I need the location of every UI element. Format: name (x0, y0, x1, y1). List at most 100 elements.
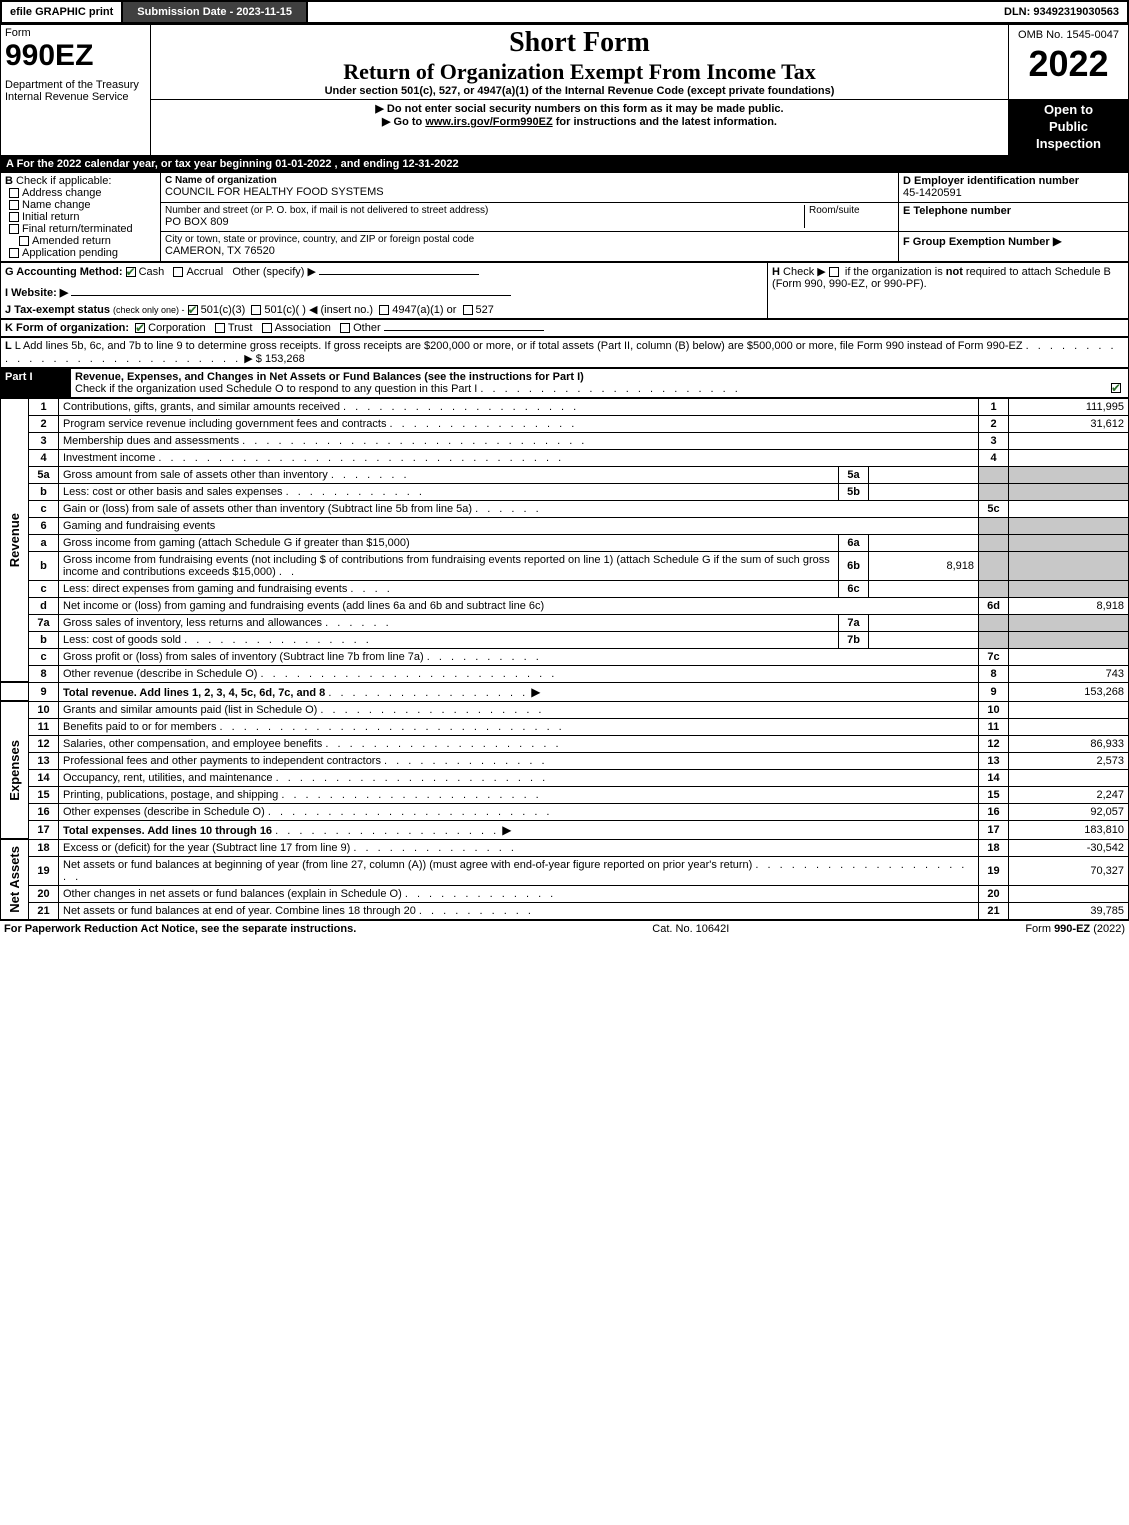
open-line3: Inspection (1013, 136, 1124, 153)
corporation-label: Corporation (148, 322, 205, 334)
line-6-desc: Gaming and fundraising events (59, 517, 979, 534)
line-7c-ln: 7c (979, 648, 1009, 665)
name-change-checkbox[interactable] (9, 200, 19, 210)
line-14-amt (1009, 769, 1129, 786)
line-21-num: 21 (29, 902, 59, 919)
section-k: K Form of organization: Corporation Trus… (0, 319, 1129, 337)
line-8-num: 8 (29, 665, 59, 682)
line-5b-desc: Less: cost or other basis and sales expe… (63, 486, 283, 498)
sec-j-label: J Tax-exempt status (5, 304, 110, 316)
section-a: A For the 2022 calendar year, or tax yea… (0, 156, 1129, 172)
form-header-table: Form 990EZ Department of the Treasury In… (0, 24, 1129, 156)
527-checkbox[interactable] (463, 305, 473, 315)
address-change-checkbox[interactable] (9, 188, 19, 198)
sec-c-label: C Name of organization (165, 175, 894, 186)
sec-l-text: L Add lines 5b, 6c, and 7b to line 9 to … (15, 340, 1023, 352)
line-15-desc: Printing, publications, postage, and shi… (63, 789, 278, 801)
accrual-checkbox[interactable] (173, 267, 183, 277)
website-input[interactable] (71, 295, 511, 296)
line-21-desc: Net assets or fund balances at end of ye… (63, 905, 416, 917)
line-7a-amt-gray (1009, 614, 1129, 631)
line-6a-amt-gray (1009, 534, 1129, 551)
line-11-desc: Benefits paid to or for members (63, 721, 216, 733)
line-15-ln: 15 (979, 786, 1009, 803)
application-pending-checkbox[interactable] (9, 248, 19, 258)
initial-return-checkbox[interactable] (9, 212, 19, 222)
line-6c-num: c (29, 580, 59, 597)
open-line2: Public (1013, 119, 1124, 136)
association-checkbox[interactable] (262, 323, 272, 333)
trust-label: Trust (228, 322, 253, 334)
501c-checkbox[interactable] (251, 305, 261, 315)
line-5b-subval (869, 483, 979, 500)
line-6c-desc: Less: direct expenses from gaming and fu… (63, 583, 347, 595)
footer-left: For Paperwork Reduction Act Notice, see … (4, 923, 356, 935)
sec-g-label: G Accounting Method: (5, 266, 123, 278)
line-7c-num: c (29, 648, 59, 665)
netassets-group-label: Net Assets (5, 842, 24, 917)
other-org-checkbox[interactable] (340, 323, 350, 333)
line-6-num: 6 (29, 517, 59, 534)
line-14-desc: Occupancy, rent, utilities, and maintena… (63, 772, 273, 784)
other-method-input[interactable] (319, 274, 479, 275)
irs-link[interactable]: www.irs.gov/Form990EZ (425, 116, 552, 128)
sched-b-checkbox[interactable] (829, 267, 839, 277)
final-return-checkbox[interactable] (9, 224, 19, 234)
line-1-ln: 1 (979, 398, 1009, 415)
line-4-num: 4 (29, 449, 59, 466)
line-8-ln: 8 (979, 665, 1009, 682)
city-label: City or town, state or province, country… (165, 234, 894, 245)
line-13-num: 13 (29, 752, 59, 769)
part-i-checkline: Check if the organization used Schedule … (75, 383, 477, 395)
501c-label: 501(c)( ) ◀ (insert no.) (264, 304, 373, 316)
top-bar: efile GRAPHIC print Submission Date - 20… (0, 0, 1129, 24)
line-5c-desc: Gain or (loss) from sale of assets other… (63, 503, 472, 515)
527-label: 527 (476, 304, 494, 316)
line-14-num: 14 (29, 769, 59, 786)
line-15-num: 15 (29, 786, 59, 803)
amended-return-checkbox[interactable] (19, 236, 29, 246)
part-i-title: Revenue, Expenses, and Changes in Net As… (75, 371, 584, 383)
no-ssn-line: ▶ Do not enter social security numbers o… (155, 102, 1004, 115)
sec-h-text: Check ▶ if the organization is not requi… (772, 266, 1111, 290)
line-19-amt: 70,327 (1009, 856, 1129, 885)
dln-label: DLN: 93492319030563 (996, 2, 1127, 22)
line-5b-amt-gray (1009, 483, 1129, 500)
name-change-label: Name change (22, 199, 91, 211)
line-5a-sub: 5a (839, 466, 869, 483)
line-17-num: 17 (29, 820, 59, 839)
sec-k-label: K Form of organization: (5, 322, 129, 334)
schedule-o-checkbox[interactable] (1111, 383, 1121, 393)
line-7a-num: 7a (29, 614, 59, 631)
line-7b-num: b (29, 631, 59, 648)
accrual-label: Accrual (186, 266, 223, 278)
line-6b-desc: Gross income from fundraising events (no… (63, 554, 830, 578)
sec-i-label: I Website: ▶ (5, 287, 68, 299)
line-16-ln: 16 (979, 803, 1009, 820)
application-pending-label: Application pending (22, 247, 118, 259)
line-9-desc: Total revenue. Add lines 1, 2, 3, 4, 5c,… (63, 687, 325, 699)
line-7a-subval (869, 614, 979, 631)
4947-checkbox[interactable] (379, 305, 389, 315)
line-6b-sub: 6b (839, 551, 869, 580)
line-6a-desc: Gross income from gaming (attach Schedul… (63, 537, 410, 549)
revenue-group-label: Revenue (5, 509, 24, 571)
cash-checkbox[interactable] (126, 267, 136, 277)
line-6c-sub: 6c (839, 580, 869, 597)
corporation-checkbox[interactable] (135, 323, 145, 333)
sec-b-label: B (5, 175, 13, 187)
footer-right: Form 990-EZ (2022) (1025, 923, 1125, 935)
line-12-amt: 86,933 (1009, 735, 1129, 752)
trust-checkbox[interactable] (215, 323, 225, 333)
part-i-dots: . . . . . . . . . . . . . . . . . . . . … (480, 383, 740, 395)
501c3-checkbox[interactable] (188, 305, 198, 315)
other-org-label: Other (353, 322, 381, 334)
other-org-input[interactable] (384, 330, 544, 331)
line-7b-sub: 7b (839, 631, 869, 648)
efile-label[interactable]: efile GRAPHIC print (2, 2, 123, 22)
line-7a-desc: Gross sales of inventory, less returns a… (63, 617, 322, 629)
department-label: Department of the Treasury (5, 79, 146, 91)
final-return-label: Final return/terminated (22, 223, 133, 235)
line-17-ln: 17 (979, 820, 1009, 839)
line-6b-amt-gray (1009, 551, 1129, 580)
